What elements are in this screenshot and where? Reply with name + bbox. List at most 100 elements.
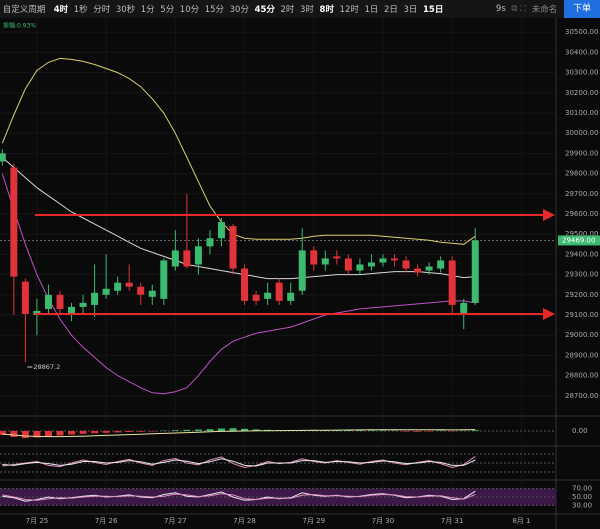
candle-body — [206, 238, 214, 247]
macd-bar — [241, 428, 249, 431]
y-tick-label: 28800.00 — [565, 372, 598, 380]
y-tick-label: 29600.00 — [565, 210, 598, 218]
macd-bar — [414, 431, 422, 432]
interval[interactable]: 4时 — [53, 5, 69, 15]
macd-bar — [21, 431, 29, 438]
macd-bar — [125, 431, 133, 432]
candle-body — [183, 250, 191, 267]
timer: 9s — [495, 4, 506, 14]
toolbar: 自定义周期 4时 1秒 分时 30秒 1分 5分 10分 15分 30分 45分 2时 3时 8时 12时… — [0, 0, 600, 18]
interval[interactable]: 1分 — [140, 5, 155, 15]
candle-body — [148, 290, 156, 297]
macd-bar — [114, 431, 122, 433]
candle-body — [321, 258, 329, 265]
indicator-line — [2, 493, 476, 501]
candle-body — [0, 153, 6, 162]
macd-bar — [206, 429, 214, 431]
amplitude: 振幅:0.93% — [3, 22, 36, 30]
candle-body — [79, 302, 87, 307]
macd-bar — [79, 431, 87, 434]
panel-tick-label: 70.00 — [572, 485, 592, 493]
interval[interactable]: 30秒 — [115, 5, 136, 15]
x-tick-label: 7月 27 — [164, 517, 187, 525]
interval[interactable]: 15日 — [423, 5, 444, 15]
panel-tick-label: 0.00 — [572, 427, 588, 435]
macd-bar — [102, 431, 110, 433]
candle-body — [471, 240, 479, 303]
y-tick-label: 29400.00 — [565, 250, 598, 258]
candle-body — [241, 268, 249, 301]
x-tick-label: 7月 25 — [26, 517, 49, 525]
candle-body — [333, 256, 341, 259]
band-line — [1, 157, 476, 280]
y-tick-label: 29700.00 — [565, 190, 598, 198]
candle-body — [68, 306, 76, 313]
macd-bar — [56, 431, 64, 436]
macd-bar — [229, 428, 237, 431]
candle-body — [91, 292, 99, 305]
candle-body — [448, 260, 456, 305]
macd-bar — [0, 431, 6, 435]
interval[interactable]: 12时 — [339, 5, 359, 15]
macd-bar — [68, 431, 76, 435]
interval[interactable]: 15分 — [204, 5, 225, 15]
y-tick-label: 30100.00 — [565, 109, 598, 117]
interval[interactable]: 分时 — [93, 5, 111, 15]
candle-body — [125, 282, 133, 287]
y-tick-label: 30200.00 — [565, 89, 598, 97]
interval[interactable]: 30分 — [229, 5, 249, 15]
interval[interactable]: 5分 — [160, 5, 175, 15]
y-tick-label: 29100.00 — [565, 311, 598, 319]
macd-bar — [217, 428, 225, 431]
candle-body — [356, 264, 364, 271]
interval[interactable]: 8时 — [319, 5, 334, 15]
macd-bar — [194, 429, 202, 431]
candle-body — [460, 302, 468, 313]
macd-bar — [44, 431, 52, 437]
macd-bar — [402, 431, 410, 432]
interval[interactable]: 45分 — [254, 5, 275, 15]
y-tick-label: 30300.00 — [565, 69, 598, 77]
low-label: 28867.2 — [33, 363, 60, 371]
layout-name[interactable]: 未命名 — [531, 5, 558, 15]
y-tick-label: 30400.00 — [565, 48, 598, 56]
macd-bar — [379, 430, 387, 431]
candle-body — [10, 167, 18, 277]
panel-tick-label: 30.00 — [572, 501, 592, 509]
x-tick-label: 7月 31 — [441, 517, 464, 525]
indicator-line — [2, 490, 476, 502]
candle-body — [391, 258, 399, 261]
macd-bar — [171, 430, 179, 431]
interval[interactable]: 3日 — [403, 5, 418, 15]
macd-bar — [356, 430, 364, 431]
candle-body — [310, 250, 318, 265]
y-tick-label: 28700.00 — [565, 392, 598, 400]
interval[interactable]: 1日 — [364, 5, 379, 15]
menu[interactable]: 自定义周期 — [2, 5, 46, 15]
last-price-box — [558, 235, 600, 246]
x-tick-label: 8月 1 — [512, 517, 530, 525]
interval[interactable]: 3时 — [300, 5, 314, 15]
y-tick-label: 29200.00 — [565, 291, 598, 299]
macd-bar — [148, 431, 156, 432]
interval[interactable]: 2日 — [383, 5, 398, 15]
candle-body — [194, 246, 202, 265]
candle-body — [160, 260, 168, 299]
candle-body — [114, 282, 122, 291]
macd-bar — [33, 431, 41, 438]
icons[interactable]: ⧉ ⛶ — [511, 4, 527, 14]
candle-body — [56, 294, 64, 309]
y-tick-label: 29500.00 — [565, 230, 598, 238]
macd-bar — [137, 431, 145, 432]
interval[interactable]: 10分 — [179, 5, 200, 15]
candle-body — [287, 292, 295, 301]
candle-body — [402, 260, 410, 269]
candle-body — [275, 282, 283, 301]
order-button[interactable]: 下单 — [564, 0, 600, 18]
y-tick-label: 29800.00 — [565, 170, 598, 178]
candle-body — [171, 250, 179, 267]
interval[interactable]: 2时 — [280, 5, 295, 15]
interval[interactable]: 1秒 — [73, 5, 88, 15]
macd-bar — [425, 431, 433, 432]
